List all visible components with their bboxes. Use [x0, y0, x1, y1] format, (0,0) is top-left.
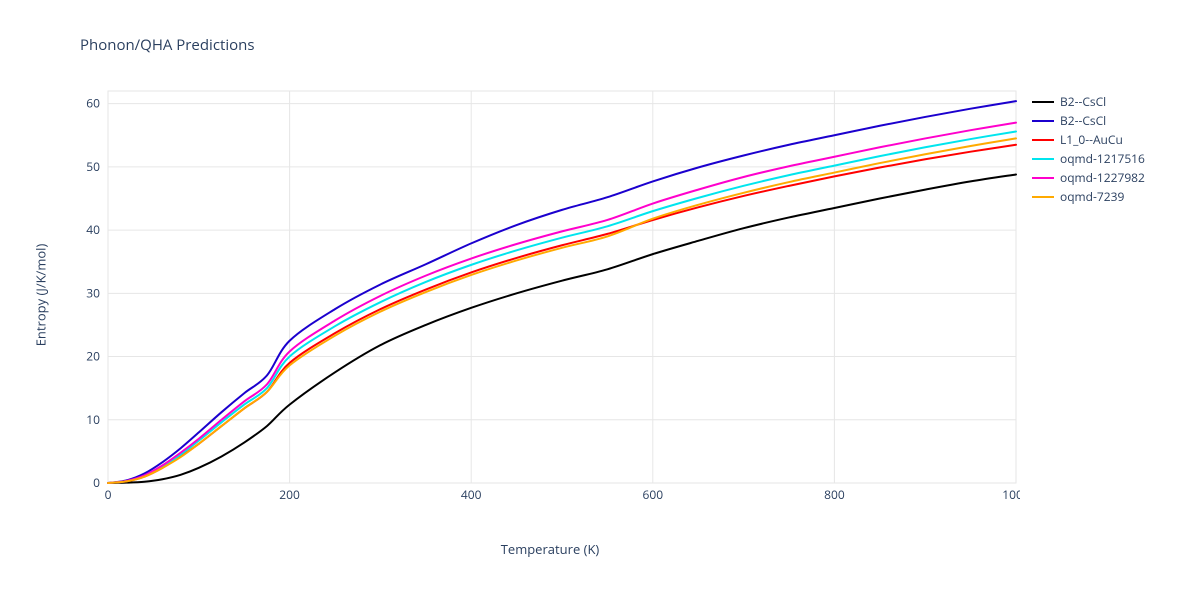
series-line[interactable] — [108, 145, 1016, 483]
legend-swatch — [1032, 158, 1054, 160]
x-tick-label: 400 — [461, 486, 482, 503]
y-axis-label-wrap: Entropy (J/K/mol) — [30, 85, 50, 505]
legend-item[interactable]: B2--CsCl — [1032, 111, 1145, 130]
y-tick-label: 40 — [86, 221, 100, 238]
legend-label: oqmd-7239 — [1060, 188, 1124, 205]
legend-item[interactable]: oqmd-1217516 — [1032, 149, 1145, 168]
legend-item[interactable]: oqmd-1227982 — [1032, 168, 1145, 187]
y-axis-label: Entropy (J/K/mol) — [31, 244, 49, 347]
legend-swatch — [1032, 139, 1054, 141]
chart-title: Phonon/QHA Predictions — [80, 35, 255, 55]
legend-swatch — [1032, 196, 1054, 198]
legend-item[interactable]: B2--CsCl — [1032, 92, 1145, 111]
legend-label: oqmd-1227982 — [1060, 169, 1145, 186]
y-tick-label: 60 — [86, 95, 100, 112]
plot-area[interactable]: 0 200 400 600 800 1000 0 10 20 30 40 50 60 — [80, 85, 1020, 505]
x-tick-label: 600 — [643, 486, 664, 503]
chart-container: Phonon/QHA Predictions Entropy (J/K/mol)… — [0, 0, 1200, 600]
x-axis-label: Temperature (K) — [80, 540, 1020, 558]
y-tick-label: 20 — [86, 348, 100, 365]
legend: B2--CsCl B2--CsCl L1_0--AuCu oqmd-1217516 oq… — [1032, 92, 1145, 206]
plot-svg: 0 200 400 600 800 1000 0 10 20 30 40 50 60 — [80, 85, 1020, 505]
y-tick-label: 0 — [93, 474, 100, 491]
series-line[interactable] — [108, 101, 1016, 483]
x-tick-label: 0 — [105, 486, 112, 503]
y-tick-label: 50 — [86, 158, 100, 175]
series-line[interactable] — [108, 138, 1016, 483]
series-line[interactable] — [108, 123, 1016, 483]
legend-swatch — [1032, 177, 1054, 179]
legend-label: B2--CsCl — [1060, 93, 1106, 110]
legend-swatch — [1032, 101, 1054, 103]
legend-label: oqmd-1217516 — [1060, 150, 1145, 167]
x-tick-label: 800 — [824, 486, 845, 503]
series-line[interactable] — [108, 131, 1016, 483]
legend-item[interactable]: L1_0--AuCu — [1032, 130, 1145, 149]
legend-label: L1_0--AuCu — [1060, 131, 1123, 148]
legend-swatch — [1032, 120, 1054, 122]
y-tick-label: 10 — [86, 411, 100, 428]
series-line[interactable] — [108, 174, 1016, 483]
x-tick-label: 1000 — [1002, 486, 1020, 503]
legend-label: B2--CsCl — [1060, 112, 1106, 129]
x-tick-label: 200 — [279, 486, 300, 503]
legend-item[interactable]: oqmd-7239 — [1032, 187, 1145, 206]
y-tick-label: 30 — [86, 284, 100, 301]
